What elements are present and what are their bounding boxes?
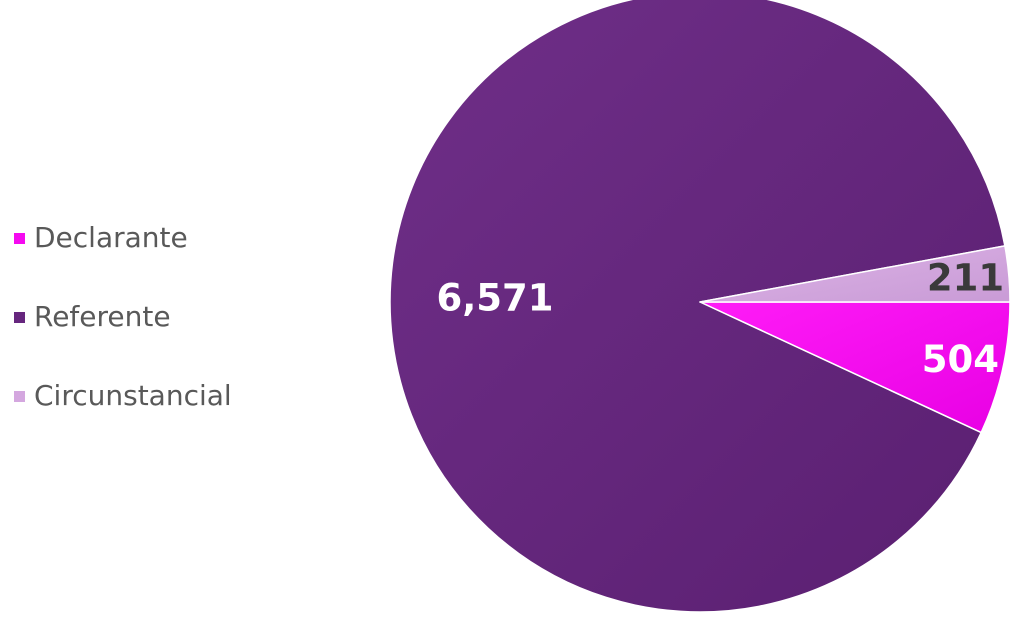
legend-label-referente: Referente: [34, 300, 171, 333]
pie-data-labels: 504 6,571 211: [436, 256, 1004, 381]
data-label-declarante: 504: [922, 338, 999, 381]
legend-item-declarante: Declarante: [14, 218, 314, 258]
legend-swatch-referente: [14, 311, 25, 323]
legend-item-referente: Referente: [14, 297, 314, 337]
pie-slices: [389, 0, 1010, 613]
legend-label-declarante: Declarante: [34, 221, 188, 254]
pie-slice-referente: [389, 0, 1006, 613]
legend: Declarante Referente Circunstancial: [14, 218, 314, 455]
legend-item-circunstancial: Circunstancial: [14, 376, 314, 416]
data-label-circunstancial: 211: [927, 256, 1004, 299]
legend-swatch-circunstancial: [14, 390, 25, 402]
data-label-referente: 6,571: [436, 277, 553, 320]
legend-swatch-declarante: [14, 232, 25, 244]
legend-label-circunstancial: Circunstancial: [34, 379, 232, 412]
